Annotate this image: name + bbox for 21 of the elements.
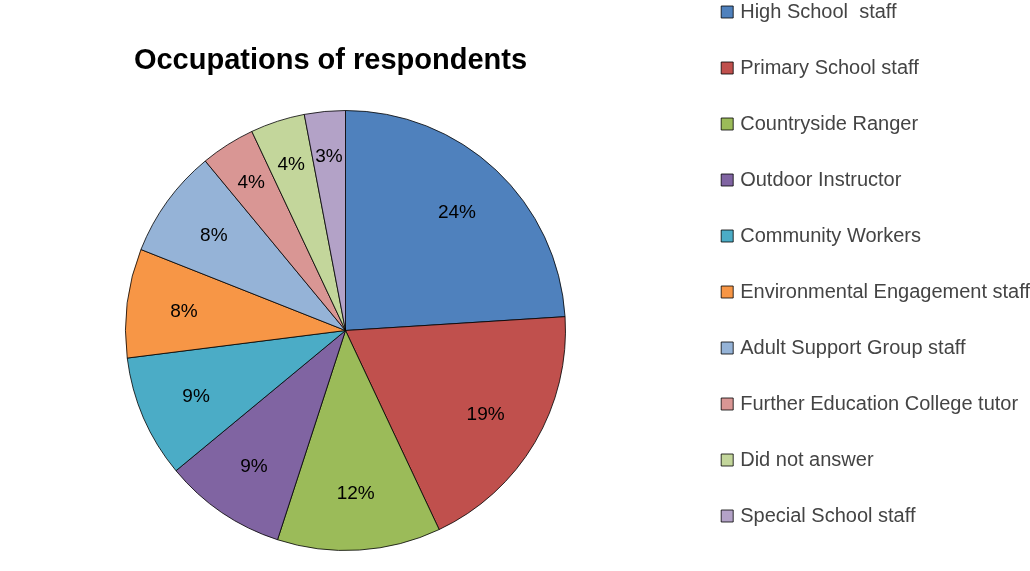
data-label: 3% [315, 144, 343, 166]
data-label: 9% [182, 384, 210, 406]
data-label: 12% [336, 482, 375, 504]
legend-label: Community Workers [740, 224, 921, 247]
data-label: 8% [200, 224, 228, 246]
legend-label: Did not answer [740, 448, 874, 471]
legend-label: Primary School staff [740, 56, 919, 79]
legend-label: Special School staff [740, 504, 916, 527]
text: Occupations of respondents [133, 42, 528, 75]
legend-label: Environmental Engagement staff [740, 280, 1030, 303]
legend-label: Further Education College tutor [740, 392, 1019, 415]
data-label: 8% [170, 299, 198, 321]
legend-label: Countryside Ranger [740, 112, 919, 135]
data-label: 19% [466, 402, 505, 424]
legend-label: Outdoor Instructor [740, 168, 902, 191]
data-label: 4% [277, 152, 305, 174]
legend-label: Adult Support Group staff [740, 336, 966, 359]
legend-label: High School staff [740, 0, 897, 23]
data-label: 24% [437, 201, 477, 223]
data-label: 4% [237, 171, 266, 193]
data-label: 9% [240, 454, 268, 476]
